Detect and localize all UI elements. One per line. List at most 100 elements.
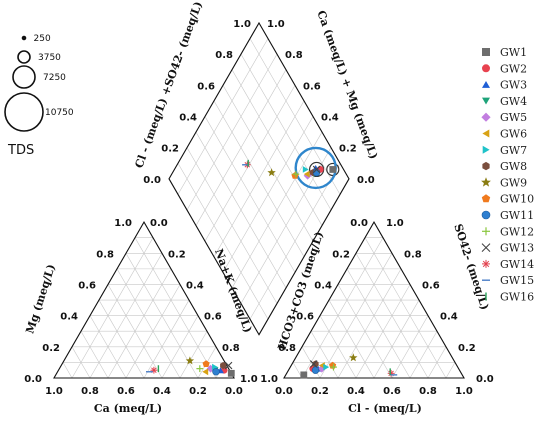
anion-grid-line <box>338 269 401 378</box>
legend-marker-gw6 <box>482 130 489 138</box>
legend-marker-gw14 <box>482 260 490 268</box>
legend-marker-gw1 <box>482 48 490 56</box>
legend-label-gw10: GW10 <box>500 193 534 206</box>
point-gw11-cation <box>213 368 220 375</box>
cation-mg-tick-label: 0.4 <box>60 312 78 323</box>
anion-grid-line <box>446 362 455 378</box>
diamond-ca-mg-axis-label: Ca (meq/L) + Mg (meq/L) <box>314 9 380 161</box>
cation-grid-line <box>63 362 72 378</box>
cation-mg-axis-label: Mg (meq/L) <box>23 263 58 336</box>
cation-ca-tick-label: 0.8 <box>81 386 99 397</box>
anion-cl-tick-label: 1.0 <box>455 386 473 397</box>
legend-label-gw3: GW3 <box>500 79 527 92</box>
diamond-ca-mg-tick-label: 1.0 <box>267 19 285 30</box>
tds-legend-label: 3750 <box>38 53 61 63</box>
tds-legend-circle <box>13 66 35 88</box>
point-gw11-anion <box>312 367 319 374</box>
diamond-cl-so4-tick-label: 0.6 <box>197 81 215 92</box>
point-gw14-cation <box>151 367 158 374</box>
anion-so4-tick-label: 0.4 <box>440 312 458 323</box>
anion-hco3-tick-label: 1.0 <box>260 374 278 385</box>
cation-nak-tick-label: 0.2 <box>168 249 186 260</box>
legend-label-gw12: GW12 <box>500 225 534 238</box>
cation-grid-line <box>108 269 171 378</box>
anion-cl-tick-label: 0.6 <box>383 386 401 397</box>
grid-lines <box>63 39 455 378</box>
cation-mg-tick-label: 0.8 <box>96 249 114 260</box>
legend-label-gw14: GW14 <box>500 258 534 271</box>
legend-marker-gw3 <box>482 81 490 88</box>
diamond-ca-mg-tick-label: 0.2 <box>339 144 357 155</box>
tds-legend-title: TDS <box>7 143 34 158</box>
cation-grid-line <box>99 300 144 378</box>
anion-cl-tick-label: 0.2 <box>311 386 329 397</box>
anion-hco3-tick-label: 0.4 <box>314 280 332 291</box>
point-gw9-anion <box>349 353 357 361</box>
point-gw9-cation <box>186 356 194 364</box>
series-legend: GW1 GW2 GW3 GW4 GW5 GW6 GW7 GW8 GW9 GW10 GW11 GW12 G… <box>481 46 534 304</box>
anion-cl-tick-label: 0.8 <box>419 386 437 397</box>
cation-ca-tick-label: 0.4 <box>153 386 171 397</box>
cation-grid-line <box>117 269 180 378</box>
cation-grid-line <box>81 331 108 378</box>
point-gw1-diamond <box>329 166 336 173</box>
legend-label-gw5: GW5 <box>500 111 527 124</box>
legend-marker-gw12 <box>482 227 490 235</box>
legend-marker-gw9 <box>481 177 491 186</box>
diamond-cl-so4-tick-label: 1.0 <box>233 19 251 30</box>
tds-legend: TDS 250 3750 7250 10750 <box>5 34 74 158</box>
cation-grid-line <box>180 331 207 378</box>
legend-marker-gw8 <box>482 162 489 170</box>
diamond-cl-so4-tick-label: 0.2 <box>161 144 179 155</box>
tds-legend-label: 10750 <box>45 108 74 118</box>
legend-label-gw7: GW7 <box>500 144 527 157</box>
diamond-cl-so4-tick-label: 0.0 <box>143 175 161 186</box>
tds-legend-label: 250 <box>34 34 51 44</box>
tds-legend-circle <box>18 51 30 63</box>
tick-labels: 0.00.00.00.00.00.00.01.00.20.20.20.20.20… <box>24 19 493 397</box>
point-gw7-diamond <box>303 166 309 173</box>
diamond-ca-mg-tick-label: 0.8 <box>285 50 303 61</box>
legend-marker-gw4 <box>482 98 490 105</box>
anion-cl-tick-label: 0.4 <box>347 386 365 397</box>
legend-marker-gw2 <box>482 64 490 72</box>
tds-legend-circle <box>23 37 26 40</box>
cation-nak-tick-label: 0.0 <box>150 218 168 229</box>
tds-legend-circle <box>5 93 43 131</box>
anion-cl-axis-label: Cl - (meq/L) <box>348 402 422 415</box>
anion-hco3-tick-label: 0.2 <box>332 249 350 260</box>
cation-nak-tick-label: 1.0 <box>240 374 258 385</box>
legend-marker-gw5 <box>481 113 490 122</box>
cation-ca-axis-label: Ca (meq/L) <box>94 402 162 415</box>
legend-label-gw8: GW8 <box>500 160 527 173</box>
legend-label-gw6: GW6 <box>500 128 527 141</box>
anion-so4-tick-label: 0.2 <box>458 343 476 354</box>
legend-label-gw13: GW13 <box>500 242 534 255</box>
cation-mg-tick-label: 0.2 <box>42 343 60 354</box>
legend-label-gw16: GW16 <box>500 291 534 304</box>
anion-hco3-tick-label: 0.0 <box>350 218 368 229</box>
anion-cl-tick-label: 0.0 <box>275 386 293 397</box>
legend-marker-gw7 <box>483 146 490 154</box>
anion-so4-tick-label: 0.0 <box>476 374 494 385</box>
point-gw1-anion <box>300 371 307 378</box>
cation-mg-tick-label: 0.0 <box>24 374 42 385</box>
cation-mg-tick-label: 1.0 <box>114 218 132 229</box>
triangle-frames <box>54 23 464 378</box>
point-gw7-anion <box>323 364 329 371</box>
legend-marker-gw10 <box>482 194 490 202</box>
diamond-ca-mg-tick-label: 0.6 <box>303 81 321 92</box>
anion-grid-line <box>374 300 419 378</box>
diamond-ca-mg-tick-label: 0.0 <box>357 175 375 186</box>
diamond-ca-mg-tick-label: 0.4 <box>321 112 339 123</box>
cation-grid-line <box>144 300 189 378</box>
cation-mg-tick-label: 0.6 <box>78 280 96 291</box>
anion-grid-line <box>329 300 374 378</box>
legend-label-gw11: GW11 <box>500 209 534 222</box>
cation-nak-tick-label: 0.8 <box>222 343 240 354</box>
point-gw1-cation <box>228 370 235 377</box>
cation-ca-tick-label: 0.2 <box>189 386 207 397</box>
point-gw14-anion <box>388 370 395 377</box>
cation-ca-tick-label: 1.0 <box>45 386 63 397</box>
